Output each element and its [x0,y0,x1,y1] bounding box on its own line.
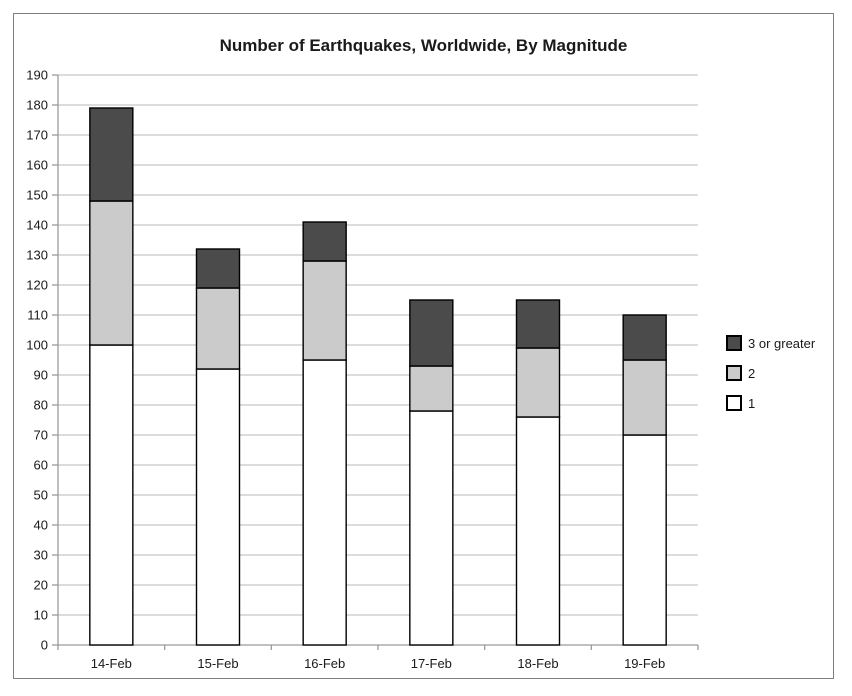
y-tick-label: 70 [34,428,48,443]
chart-title: Number of Earthquakes, Worldwide, By Mag… [219,36,628,55]
legend-label: 3 or greater [748,335,816,351]
legend-label: 2 [748,365,756,381]
bar-segment [89,107,134,202]
bar-segment [409,410,454,646]
legend-swatch [726,365,742,381]
bar-segment [515,299,561,349]
y-tick-label: 50 [34,488,48,503]
bar-segment [89,200,134,346]
y-tick-label: 20 [34,578,48,593]
y-tick-label: 90 [34,368,48,383]
y-tick-label: 80 [34,398,48,413]
x-tick-label: 17-Feb [411,656,452,671]
bar-segment [409,365,454,412]
bar-segment [515,416,561,646]
y-tick-label: 190 [26,68,48,83]
bar-segment [89,344,134,646]
bar-segment [195,248,241,289]
bar-segment [195,287,241,370]
y-tick-label: 140 [26,218,48,233]
legend: 3 or greater 2 1 [726,333,815,423]
bar-segment [302,359,347,646]
x-tick-label: 14-Feb [91,656,132,671]
bar-segment [622,434,667,646]
legend-item: 3 or greater [726,333,815,353]
legend-swatch [726,335,742,351]
y-tick-label: 10 [34,608,48,623]
y-tick-label: 150 [26,188,48,203]
legend-item: 1 [726,393,815,413]
y-tick-label: 0 [41,638,48,653]
bar-segment [409,299,454,367]
bar-segment [302,260,347,361]
y-tick-label: 160 [26,158,48,173]
y-tick-label: 170 [26,128,48,143]
y-tick-label: 100 [26,338,48,353]
y-tick-label: 40 [34,518,48,533]
x-tick-label: 15-Feb [197,656,238,671]
legend-label: 1 [748,395,756,411]
y-tick-label: 30 [34,548,48,563]
bar-segment [195,368,241,646]
bar-segment [515,347,561,418]
legend-item: 2 [726,363,815,383]
y-tick-label: 130 [26,248,48,263]
x-tick-label: 18-Feb [517,656,558,671]
y-tick-label: 120 [26,278,48,293]
y-tick-label: 60 [34,458,48,473]
legend-swatch [726,395,742,411]
x-tick-label: 19-Feb [624,656,665,671]
bar-segment [302,221,347,262]
x-tick-label: 16-Feb [304,656,345,671]
y-tick-label: 110 [27,308,48,323]
y-tick-label: 180 [26,98,48,113]
bar-segment [622,314,667,361]
bar-segment [622,359,667,436]
